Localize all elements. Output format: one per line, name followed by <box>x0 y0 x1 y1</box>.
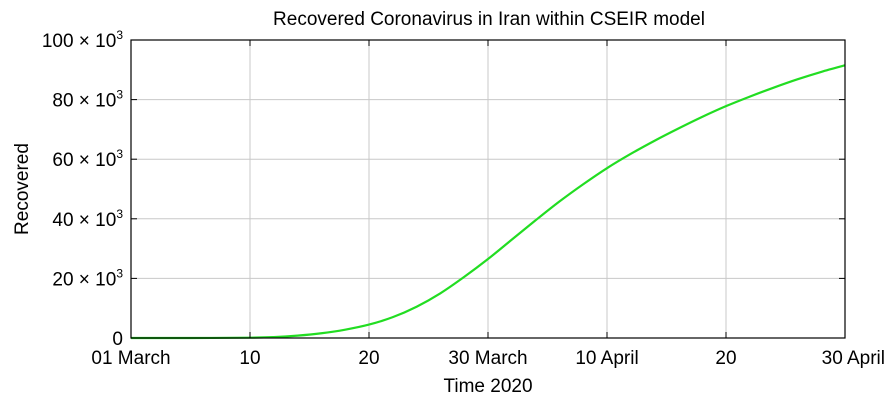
series-line <box>130 64 846 340</box>
x-tick-label: 10 April <box>575 348 638 369</box>
y-axis-label: Recovered <box>12 143 33 235</box>
y-tick-label: 20 × 103 <box>52 266 123 290</box>
y-tick-labels: 0 20 × 103 40 × 103 60 × 103 80 × 103 100 × 1… <box>42 28 124 350</box>
x-tick-label: 30 March <box>448 348 527 369</box>
y-tick-label: 0 <box>112 329 123 350</box>
y-tick-label: 40 × 103 <box>52 207 123 231</box>
x-tick-label: 30 April <box>822 348 885 369</box>
y-tick-label: 60 × 103 <box>52 147 123 171</box>
chart-title: Recovered Coronavirus in Iran within CSE… <box>273 9 705 30</box>
y-tick-label: 80 × 103 <box>52 88 123 112</box>
grid <box>131 40 845 338</box>
x-tick-label: 01 March <box>91 348 170 369</box>
y-tick-label: 100 × 103 <box>42 28 124 52</box>
ticks <box>130 39 846 339</box>
x-tick-label: 20 <box>715 348 736 369</box>
x-tick-labels: 01 March 10 20 30 March 10 April 20 30 April <box>91 348 885 369</box>
series-layer <box>130 64 846 340</box>
x-tick-label: 10 <box>239 348 260 369</box>
x-axis-label: Time 2020 <box>443 376 532 397</box>
x-tick-label: 20 <box>358 348 379 369</box>
